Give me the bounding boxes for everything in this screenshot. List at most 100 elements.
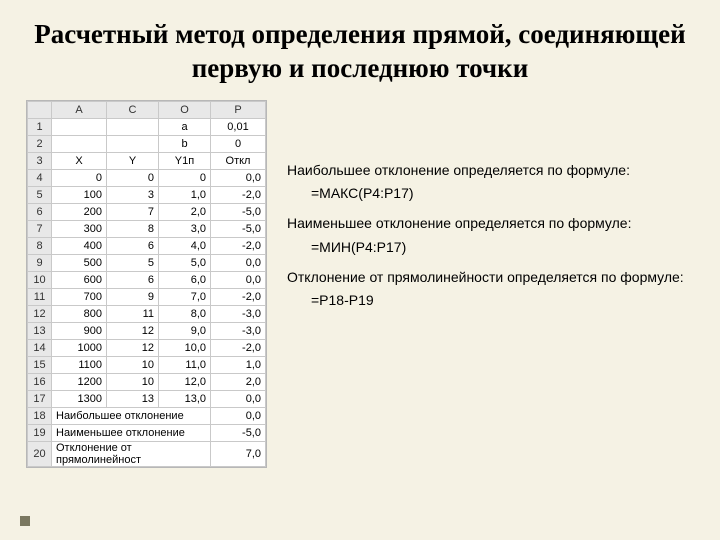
- cell: 12: [107, 339, 159, 356]
- cell: 900: [52, 322, 107, 339]
- row-header: 10: [28, 271, 52, 288]
- col-header-o: O: [159, 101, 211, 118]
- row-header: 7: [28, 220, 52, 237]
- cell: 6,0: [159, 271, 211, 288]
- table-row: 2 b0: [28, 135, 266, 152]
- table-row: 13900129,0-3,0: [28, 322, 266, 339]
- row-header: 4: [28, 169, 52, 186]
- para-min: Наименьшее отклонение определяется по фо…: [287, 215, 684, 233]
- table-row: 3XYY1пОткл: [28, 152, 266, 169]
- cell: 7: [107, 203, 159, 220]
- cell: 0: [159, 169, 211, 186]
- table-row: 1511001011,01,0: [28, 356, 266, 373]
- col-header-p: P: [211, 101, 266, 118]
- cell: 1100: [52, 356, 107, 373]
- row-header: 5: [28, 186, 52, 203]
- row-header: 18: [28, 407, 52, 424]
- col-header-row: A C O P: [28, 101, 266, 118]
- cell: 13,0: [159, 390, 211, 407]
- cell: Откл: [211, 152, 266, 169]
- cell: 0,0: [211, 169, 266, 186]
- cell: 6: [107, 237, 159, 254]
- cell: 1200: [52, 373, 107, 390]
- cell: 1300: [52, 390, 107, 407]
- cell: 1,0: [211, 356, 266, 373]
- cell: b: [159, 135, 211, 152]
- para-dev: Отклонение от прямолинейности определяет…: [287, 269, 684, 287]
- cell: 500: [52, 254, 107, 271]
- row-header: 13: [28, 322, 52, 339]
- cell: -2,0: [211, 288, 266, 305]
- cell: -2,0: [211, 237, 266, 254]
- cell: 200: [52, 203, 107, 220]
- cell: -2,0: [211, 186, 266, 203]
- cell: -2,0: [211, 339, 266, 356]
- cell: [107, 135, 159, 152]
- cell: 100: [52, 186, 107, 203]
- cell: 6: [107, 271, 159, 288]
- cell: 9: [107, 288, 159, 305]
- table-row: 1a0,01: [28, 118, 266, 135]
- cell: 10,0: [159, 339, 211, 356]
- table-row: 1170097,0-2,0: [28, 288, 266, 305]
- cell: [52, 118, 107, 135]
- formula-min: =МИН(P4:P17): [311, 239, 684, 255]
- table-row: 730083,0-5,0: [28, 220, 266, 237]
- summary-label: Наибольшее отклонение: [52, 407, 211, 424]
- summary-value: 7,0: [211, 441, 266, 466]
- row-header: 16: [28, 373, 52, 390]
- row-header: 12: [28, 305, 52, 322]
- cell: 1,0: [159, 186, 211, 203]
- row-header: 20: [28, 441, 52, 466]
- cell: 11: [107, 305, 159, 322]
- cell: 0: [211, 135, 266, 152]
- cell: X: [52, 152, 107, 169]
- cell: 10: [107, 356, 159, 373]
- col-header-a: A: [52, 101, 107, 118]
- row-header: 6: [28, 203, 52, 220]
- row-header: 17: [28, 390, 52, 407]
- cell: 0,01: [211, 118, 266, 135]
- cell: 8,0: [159, 305, 211, 322]
- cell: -3,0: [211, 305, 266, 322]
- row-header: 3: [28, 152, 52, 169]
- summary-label: Отклонение от прямолинейност: [52, 441, 211, 466]
- cell: -3,0: [211, 322, 266, 339]
- summary-row: 19Наименьшее отклонение-5,0: [28, 424, 266, 441]
- slide-title: Расчетный метод определения прямой, соед…: [26, 18, 694, 86]
- row-header: 1: [28, 118, 52, 135]
- row-header: 19: [28, 424, 52, 441]
- cell: -5,0: [211, 220, 266, 237]
- cell: 5,0: [159, 254, 211, 271]
- cell: 10: [107, 373, 159, 390]
- row-header: 15: [28, 356, 52, 373]
- footer-bullet-icon: [20, 516, 30, 526]
- cell: 11,0: [159, 356, 211, 373]
- side-text: Наибольшее отклонение определяется по фо…: [287, 162, 684, 468]
- cell: 12: [107, 322, 159, 339]
- spreadsheet: A C O P 1a0,012b03XYY1пОткл40000,0510031…: [26, 100, 267, 468]
- row-header: 14: [28, 339, 52, 356]
- cell: 0: [107, 169, 159, 186]
- table-row: 510031,0-2,0: [28, 186, 266, 203]
- row-header: 2: [28, 135, 52, 152]
- summary-row: 20Отклонение от прямолинейност7,0: [28, 441, 266, 466]
- table-row: 950055,00,0: [28, 254, 266, 271]
- cell: 400: [52, 237, 107, 254]
- cell: 0,0: [211, 390, 266, 407]
- corner-cell: [28, 101, 52, 118]
- row-header: 9: [28, 254, 52, 271]
- table-row: 40000,0: [28, 169, 266, 186]
- cell: 13: [107, 390, 159, 407]
- summary-label: Наименьшее отклонение: [52, 424, 211, 441]
- table-row: 1410001210,0-2,0: [28, 339, 266, 356]
- cell: Y1п: [159, 152, 211, 169]
- cell: 800: [52, 305, 107, 322]
- cell: 0,0: [211, 254, 266, 271]
- cell: [52, 135, 107, 152]
- cell: 300: [52, 220, 107, 237]
- cell: 700: [52, 288, 107, 305]
- cell: 12,0: [159, 373, 211, 390]
- summary-value: 0,0: [211, 407, 266, 424]
- cell: 3: [107, 186, 159, 203]
